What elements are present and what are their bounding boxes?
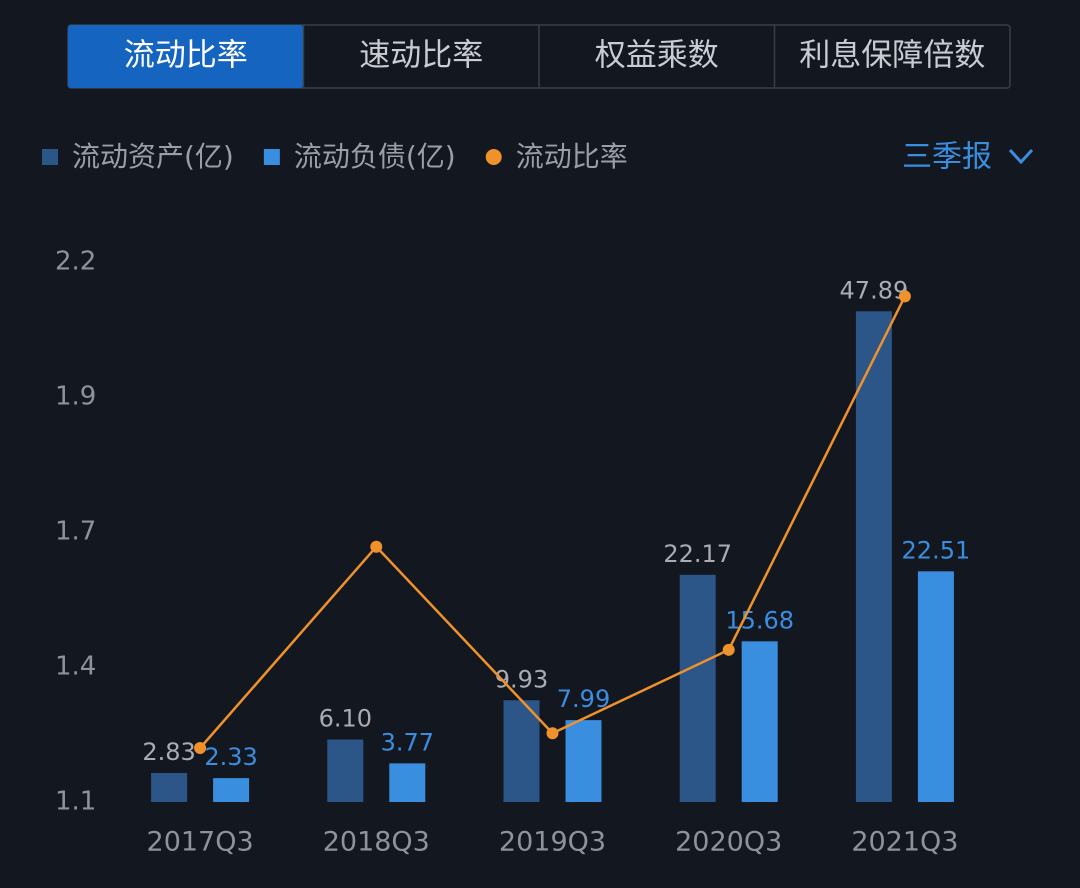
bar (855, 311, 892, 802)
legend-marker (42, 149, 58, 165)
bar (151, 773, 188, 802)
tab[interactable]: 流动比率 (124, 38, 248, 74)
value-label: 15.68 (725, 606, 794, 634)
tab[interactable]: 权益乘数 (595, 38, 719, 74)
x-tick-label: 2017Q3 (147, 827, 254, 858)
period-selector[interactable]: 三季报 (902, 140, 1034, 175)
value-label: 22.17 (663, 540, 732, 568)
value-label: 47.89 (840, 276, 909, 304)
y-tick-label: 2.2 (55, 247, 96, 277)
point (370, 540, 383, 553)
value-label: 2.33 (204, 743, 257, 771)
bar (741, 641, 778, 802)
value-label: 3.77 (381, 728, 434, 756)
legend-label: 流动负债(亿) (294, 140, 456, 173)
legend-marker (485, 149, 502, 165)
bar (917, 571, 954, 802)
y-tick-label: 1.7 (55, 517, 96, 547)
x-tick-label: 2018Q3 (323, 827, 430, 858)
plot: 1.1 1.4 1.7 1.9 2.2 2017Q3 2018Q3 2019Q3 2020Q3 2… (55, 247, 970, 858)
period-label[interactable]: 三季报 (902, 140, 992, 175)
bar (213, 778, 250, 802)
point (194, 742, 207, 754)
value-label: 6.10 (319, 704, 372, 732)
legend-label: 流动资产(亿) (72, 140, 234, 173)
bar (565, 720, 602, 802)
value-label: 22.51 (902, 536, 971, 564)
legend-label: 流动比率 (516, 140, 628, 173)
bar (503, 700, 540, 802)
y-tick-label: 1.1 (55, 787, 96, 817)
tab[interactable]: 速动比率 (359, 38, 483, 74)
tab-active-bg (68, 25, 304, 88)
tab[interactable]: 利息保障倍数 (799, 38, 985, 74)
bar (389, 763, 426, 802)
point (722, 643, 735, 656)
bar (679, 574, 716, 802)
x-tick-label: 2021Q3 (851, 827, 958, 858)
value-label: 2.83 (142, 738, 195, 766)
bar (327, 739, 364, 802)
legend: 流动资产(亿) 流动负债(亿) 流动比率 (42, 140, 628, 173)
tab-bar: 流动比率 速动比率 权益乘数 利息保障倍数 (67, 24, 1011, 89)
legend-marker (263, 149, 280, 165)
chevron (1008, 148, 1034, 165)
value-label: 9.93 (495, 665, 548, 693)
y-tick-label: 1.9 (55, 382, 96, 412)
point (898, 290, 911, 303)
value-label: 7.99 (557, 685, 610, 713)
x-tick-label: 2019Q3 (499, 827, 606, 858)
point (546, 727, 559, 740)
y-tick-label: 1.4 (55, 652, 96, 682)
x-tick-label: 2020Q3 (675, 827, 782, 858)
